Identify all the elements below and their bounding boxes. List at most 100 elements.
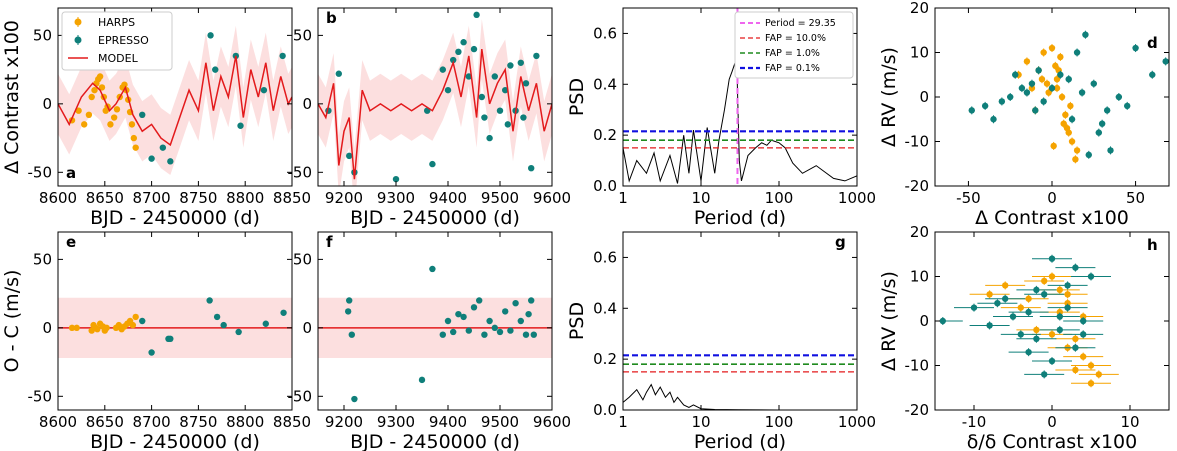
harps-point [107, 121, 114, 128]
y-tick-label: -10 [905, 133, 930, 151]
epresso-point [1162, 58, 1169, 65]
x-tick-label: 8600 [39, 189, 77, 207]
x-tick-label: -10 [962, 413, 987, 431]
harps-point [1072, 366, 1079, 374]
legend-label: Period = 29.35 [765, 18, 836, 29]
x-tick-label: 10 [691, 413, 710, 431]
panel-frame [934, 7, 1170, 187]
epresso-point [279, 52, 286, 60]
epresso-point [429, 265, 436, 273]
x-tick-label: 0 [1047, 189, 1057, 207]
harps-point [88, 93, 95, 101]
harps-point [1048, 44, 1056, 52]
epresso-point [1095, 129, 1103, 136]
epresso-point [1033, 335, 1040, 342]
panel-frame [57, 7, 293, 187]
harps-point [1062, 111, 1069, 119]
legend-swatch [74, 18, 82, 26]
harps-point [1038, 76, 1046, 83]
x-tick-label: 100 [765, 189, 794, 207]
epresso-point [1115, 93, 1123, 101]
y-axis-label: O - C (m/s) [1, 270, 23, 373]
y-axis-label: Δ RV (m/s) [878, 271, 900, 371]
harps-point [1057, 53, 1064, 61]
harps-point [1028, 84, 1036, 92]
harps-point [1087, 362, 1095, 369]
harps-point [121, 81, 128, 88]
y-axis-label: PSD [566, 78, 588, 116]
epresso-point [348, 331, 355, 338]
epresso-point [262, 320, 269, 327]
y-tick-label: 10 [910, 268, 929, 286]
x-axis-label: δ/δ Contrast x100 [967, 431, 1137, 451]
epresso-point [530, 331, 537, 338]
epresso-point [429, 160, 436, 168]
y-tick-label: 50 [293, 26, 312, 44]
epresso-point [1080, 331, 1087, 338]
x-axis-label: Period (d) [694, 431, 786, 451]
epresso-point [465, 327, 472, 334]
panel-frame [622, 231, 858, 411]
model-uncertainty-band [318, 18, 552, 186]
epresso-point [1007, 93, 1014, 101]
x-tick-label: 8650 [86, 413, 124, 431]
plot-area [968, 30, 1169, 164]
harps-point [1002, 282, 1009, 289]
epresso-point [1072, 264, 1079, 271]
epresso-point [525, 310, 532, 318]
epresso-point [346, 152, 353, 160]
epresso-point [148, 155, 155, 162]
harps-point [81, 121, 88, 128]
y-axis-label: Δ RV (m/s) [878, 47, 900, 147]
epresso-point [1041, 371, 1048, 378]
legend-label: EPRESSO [98, 34, 149, 47]
panel-frame [57, 231, 293, 411]
epresso-point [237, 122, 244, 129]
legend-label: FAP = 0.1% [765, 63, 820, 74]
harps-point [1080, 313, 1087, 320]
epresso-point [346, 297, 353, 304]
x-tick-label: -50 [956, 189, 981, 207]
epresso-point [1068, 116, 1076, 123]
plot-area [58, 25, 292, 176]
panel-frame [622, 7, 858, 187]
y-tick-label: -20 [905, 177, 930, 195]
y-tick-label: 0.4 [593, 75, 617, 93]
x-tick-label: 9300 [377, 413, 415, 431]
x-tick-label: 0 [1047, 413, 1057, 431]
epresso-point [1033, 286, 1040, 294]
epresso-point [478, 93, 485, 101]
x-tick-label: 9200 [325, 413, 363, 431]
harps-point [1067, 102, 1074, 110]
epresso-point [528, 297, 535, 304]
harps-point [68, 324, 76, 332]
panel-letter: d [1147, 34, 1158, 52]
epresso-point [1107, 147, 1114, 154]
harps-point [1048, 331, 1056, 338]
panel-frame [317, 7, 553, 187]
y-axis-label: PSD [566, 302, 588, 340]
epresso-point [533, 52, 540, 60]
epresso-point [1149, 71, 1156, 78]
epresso-point [522, 80, 530, 87]
x-tick-label: 10 [691, 189, 710, 207]
epresso-point [481, 114, 488, 121]
x-tick-label: 1000 [838, 413, 876, 431]
y-tick-label: 0.0 [593, 401, 617, 419]
harps-point [1033, 326, 1040, 334]
epresso-point [486, 317, 493, 325]
panel-letter: h [1147, 236, 1158, 254]
y-tick-label: 0 [919, 312, 929, 330]
panel-letter: a [66, 164, 76, 182]
x-axis-label: Period (d) [694, 207, 786, 229]
epresso-point [465, 73, 472, 80]
epresso-point [994, 300, 1001, 307]
harps-point [113, 106, 121, 113]
harps-point [1073, 147, 1081, 154]
x-axis-label: BJD - 2450000 (d) [350, 431, 520, 451]
y-tick-label: -10 [905, 357, 930, 375]
epresso-point [1057, 71, 1064, 78]
epresso-point [470, 45, 478, 53]
legend: HARPS EPRESSO MODEL [61, 11, 173, 71]
epresso-point [486, 134, 493, 142]
